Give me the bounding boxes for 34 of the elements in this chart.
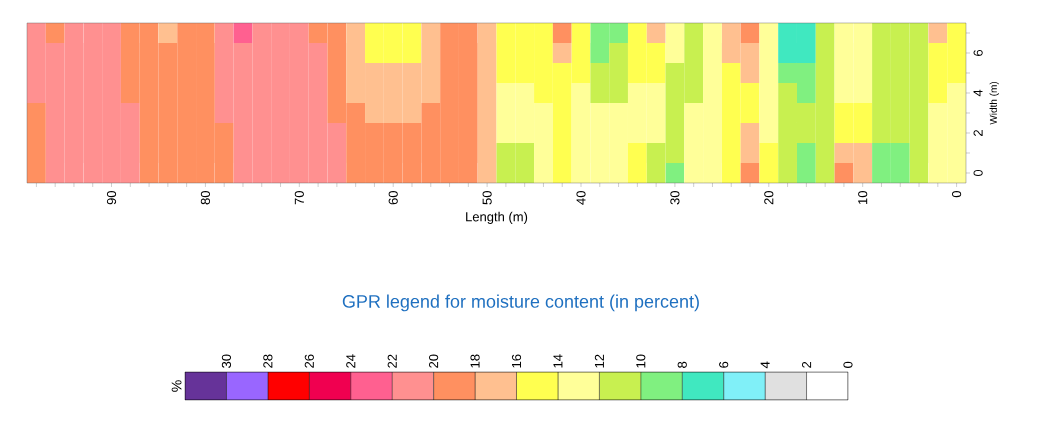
x-tick-label: 0 (952, 191, 962, 198)
color-bar-label: 8 (677, 361, 687, 368)
color-bar-label: 14 (553, 354, 563, 368)
color-bar-label: 30 (221, 354, 232, 368)
color-bar-label: 16 (511, 354, 522, 368)
y-tick-label: 6 (973, 49, 983, 56)
color-bar-label: 22 (387, 354, 397, 368)
y-tick-label: 2 (973, 130, 983, 136)
color-bar-label: 4 (760, 361, 770, 369)
color-bar-title: % (171, 380, 182, 392)
x-tick-label: 60 (388, 191, 398, 205)
x-tick-label: 50 (482, 191, 492, 205)
x-axis-title: Length (m) (466, 211, 528, 224)
color-bar-label: 2 (802, 361, 812, 368)
color-bar-label: 0 (843, 361, 853, 368)
x-tick-label: 40 (576, 191, 586, 205)
color-bar-label: 12 (594, 354, 604, 368)
x-tick-label: 80 (200, 191, 211, 205)
color-bar-label: 20 (429, 354, 439, 368)
color-bar-label: 18 (470, 354, 480, 368)
x-tick-label: 20 (764, 191, 774, 205)
y-tick-label: 0 (973, 169, 983, 177)
x-tick-label: 30 (670, 191, 680, 205)
x-tick-label: 90 (106, 191, 117, 205)
color-bar-label: 28 (263, 354, 273, 368)
y-axis-title: Width (m) (989, 81, 999, 125)
x-tick-label: 70 (294, 191, 304, 205)
legend-title: GPR legend for moisture content (in percent) (342, 294, 699, 312)
color-bar-label: 26 (304, 354, 314, 368)
color-bar-label: 10 (636, 354, 646, 368)
color-bar-label: 6 (719, 361, 729, 368)
color-bar-label: 24 (346, 354, 356, 368)
y-tick-label: 4 (973, 89, 983, 97)
x-tick-label: 10 (858, 191, 868, 204)
